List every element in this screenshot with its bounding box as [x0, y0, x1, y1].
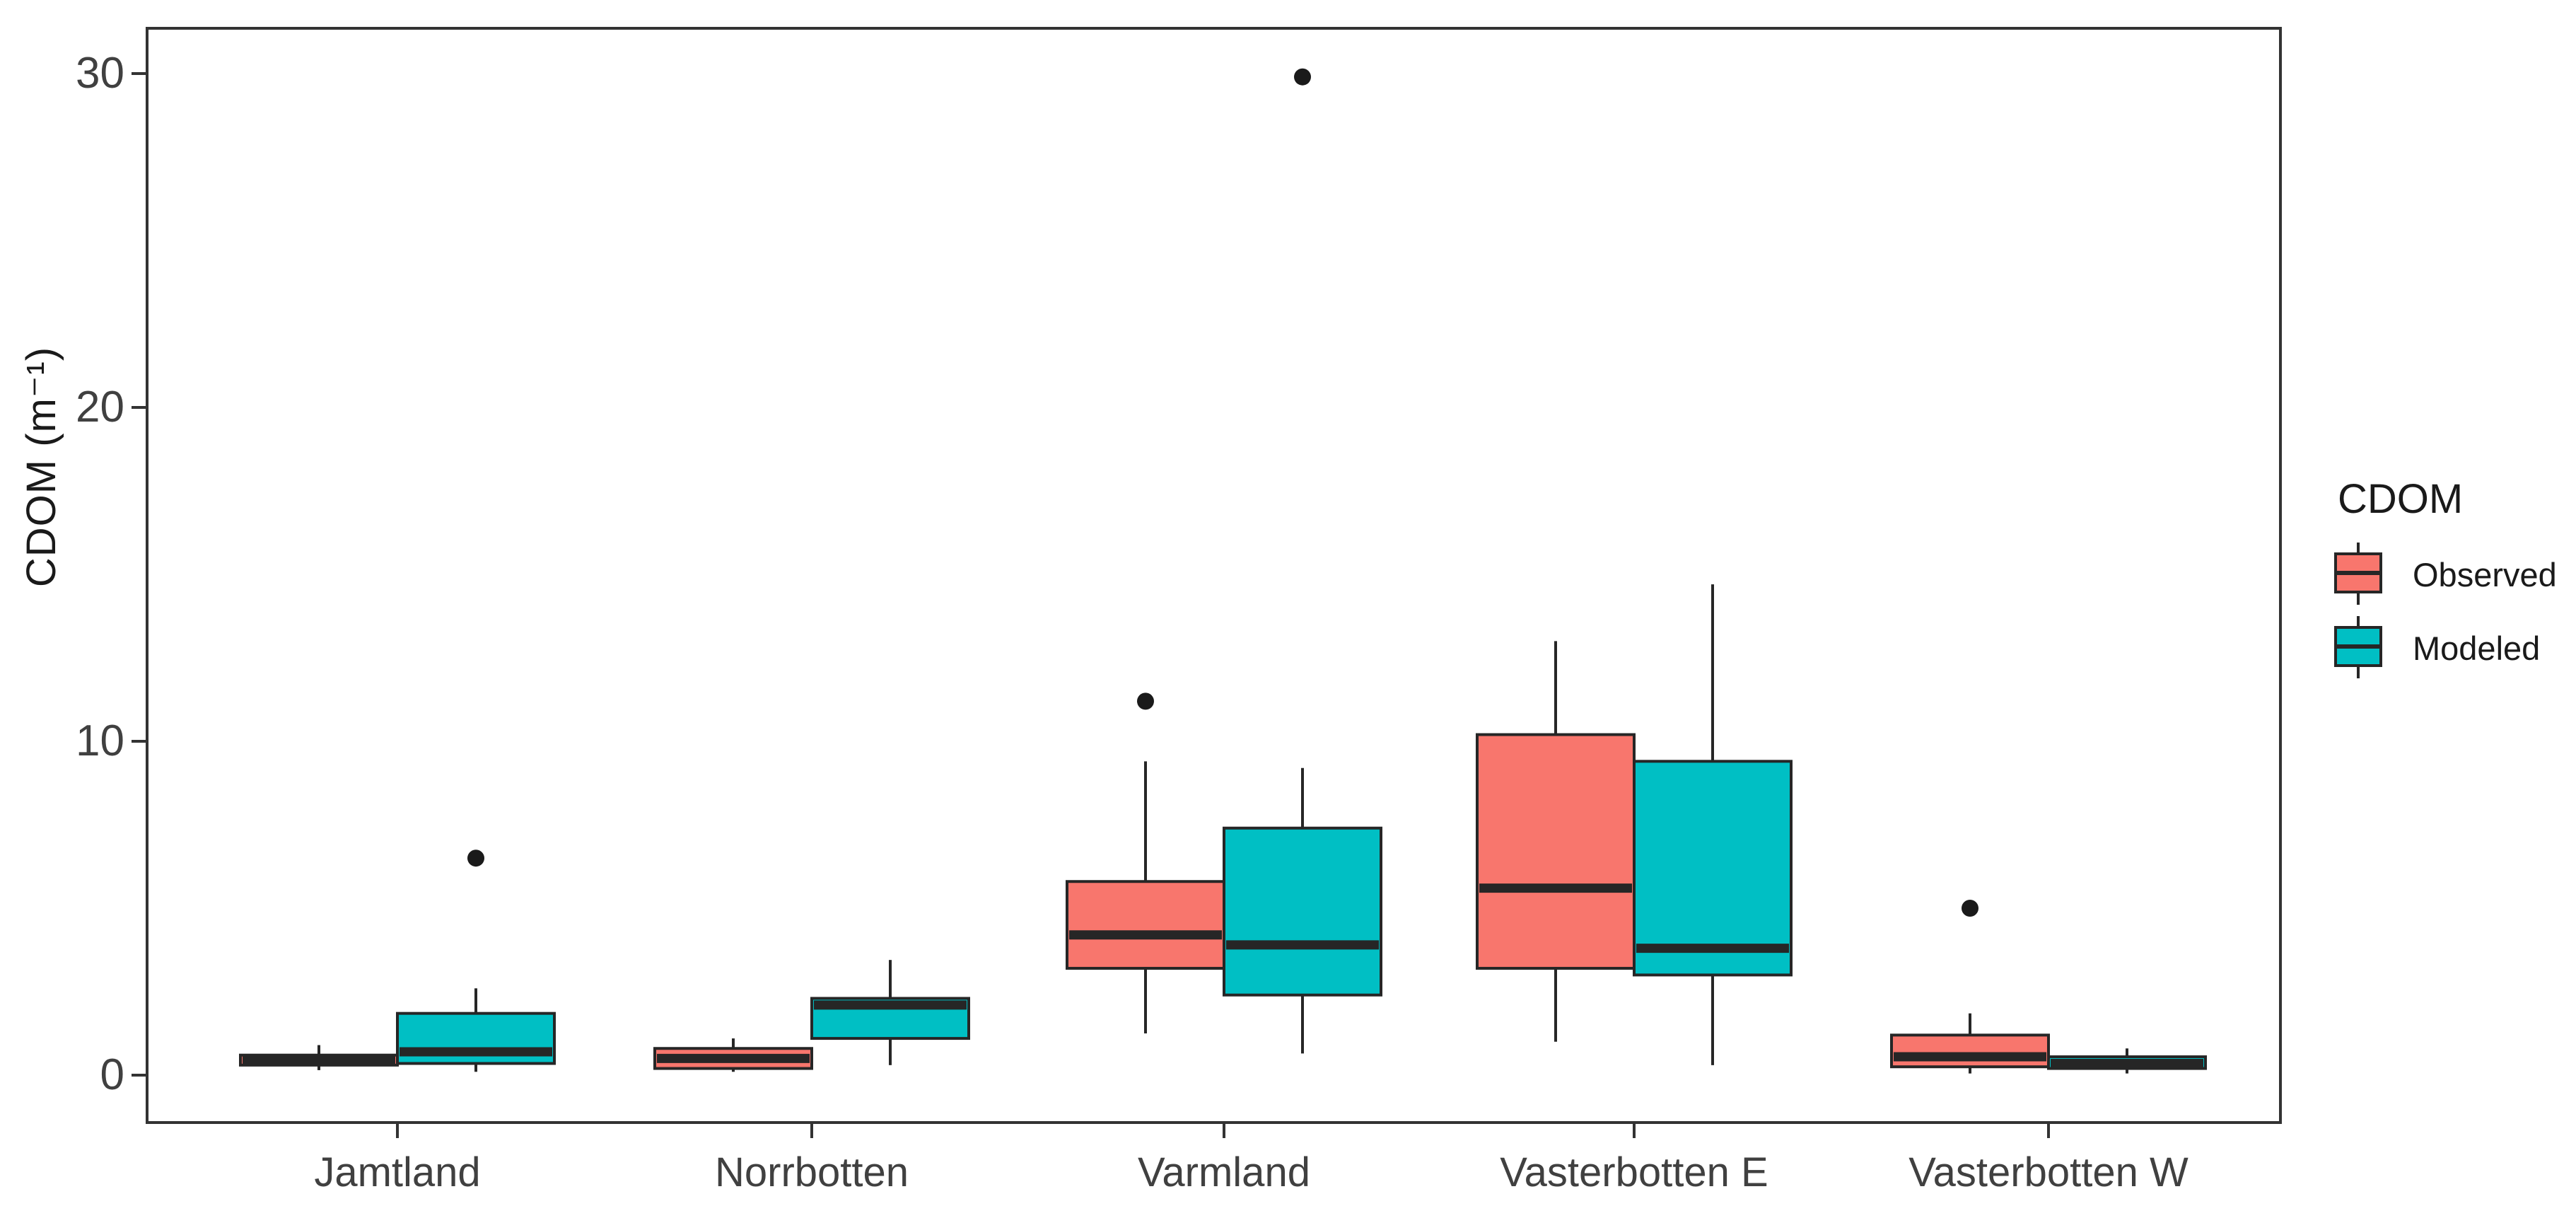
outlier-point-observed-vasterbotten-w — [1962, 900, 1978, 917]
box-observed-vasterbotten-w — [1890, 1033, 2050, 1069]
box-observed-vasterbotten-e — [1476, 733, 1636, 970]
x-tick-label-vasterbotten-e: Vasterbotten E — [1500, 1149, 1768, 1195]
outlier-point-modeled-jamtland — [467, 850, 484, 867]
y-tick-label: 10 — [76, 717, 124, 765]
outlier-point-modeled-varmland — [1294, 68, 1311, 86]
outlier-point-observed-varmland — [1137, 692, 1154, 710]
boxplot-key-observed-icon — [2334, 543, 2382, 605]
y-axis-title: CDOM (m⁻¹) — [18, 346, 64, 588]
legend-title: CDOM — [2338, 476, 2464, 522]
x-tick-label-varmland: Varmland — [1138, 1149, 1310, 1195]
y-tick-label: 20 — [76, 383, 124, 431]
y-tick-label: 30 — [76, 49, 124, 98]
boxplot-key-modeled-icon — [2334, 616, 2382, 678]
y-tick-label: 0 — [100, 1050, 124, 1099]
x-tick-label-norrbotten: Norrbotten — [714, 1149, 909, 1195]
legend-item-observed: Observed — [2332, 541, 2557, 608]
box-observed-varmland — [1066, 880, 1225, 970]
legend-label-observed: Observed — [2413, 555, 2557, 593]
box-modeled-varmland — [1223, 826, 1382, 997]
box-modeled-vasterbotten-e — [1633, 760, 1793, 977]
x-tick-label-vasterbotten-w: Vasterbotten W — [1908, 1149, 2189, 1195]
x-tick-label-jamtland: Jamtland — [314, 1149, 481, 1195]
panel-border — [146, 27, 2282, 1124]
legend: CDOM Observed Modeled — [2332, 475, 2557, 681]
legend-label-modeled: Modeled — [2413, 629, 2541, 667]
legend-item-modeled: Modeled — [2332, 615, 2557, 681]
